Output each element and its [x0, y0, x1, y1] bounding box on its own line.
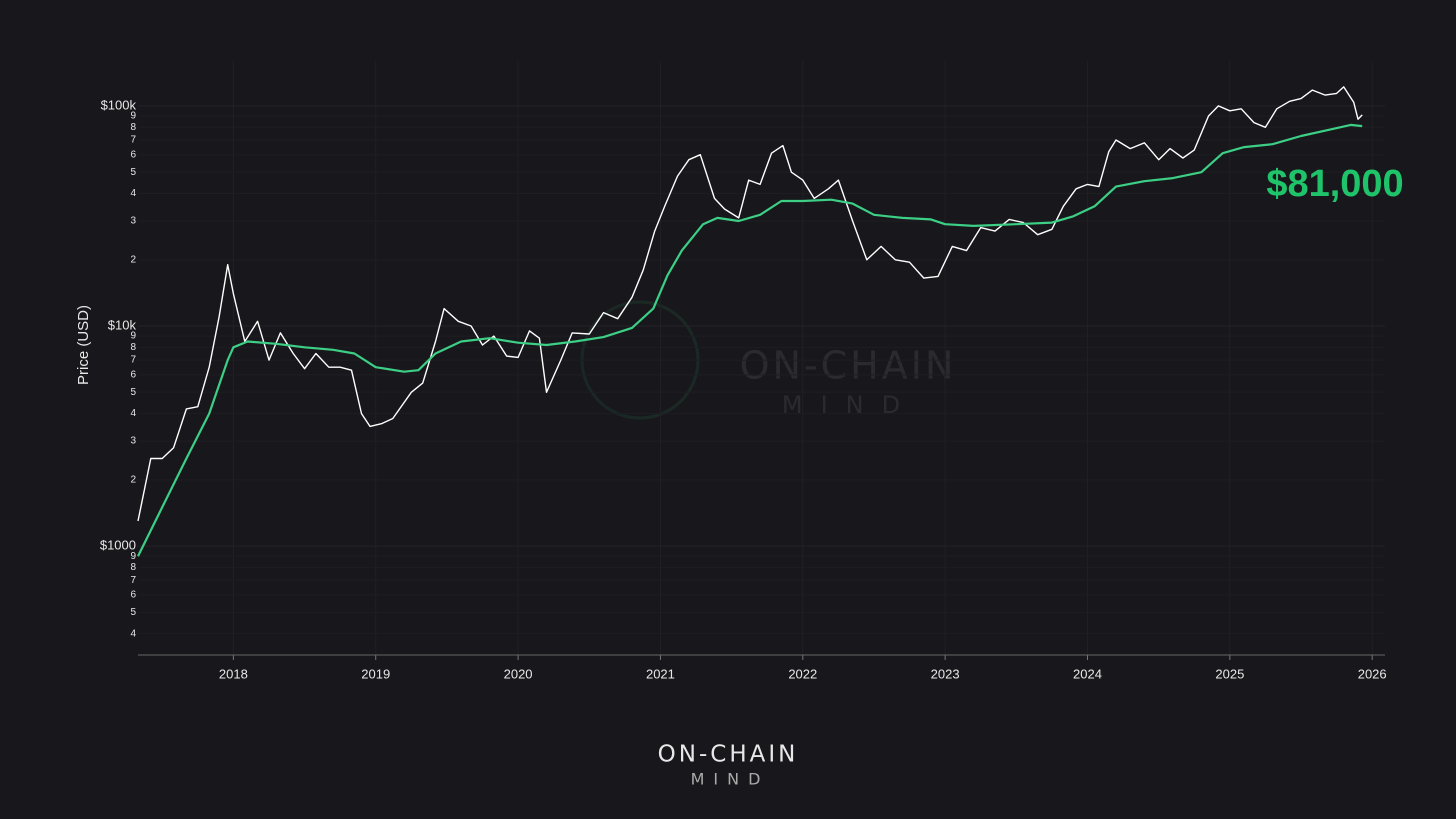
y-tick-label: 4 [130, 408, 136, 419]
y-tick-label: 2 [130, 474, 136, 485]
x-tick-label: 2019 [361, 666, 390, 681]
y-tick-label: 6 [130, 149, 136, 160]
y-tick-label: $100k [101, 97, 137, 112]
brand-tagline: MIND [691, 770, 770, 789]
series-line [137, 86, 1363, 522]
y-tick-label: 7 [130, 135, 136, 146]
x-tick-label: 2025 [1215, 666, 1244, 681]
y-tick-label: 5 [130, 607, 136, 618]
y-tick-label: 5 [130, 167, 136, 178]
watermark: ON-CHAIN MIND [580, 300, 957, 420]
y-tick-label: 3 [130, 216, 136, 227]
y-tick-label: $1000 [100, 538, 136, 553]
y-tick-label: 6 [130, 369, 136, 380]
y-tick-label: 9 [130, 111, 136, 122]
y-axis-label: Price (USD) [75, 305, 92, 385]
x-tick-label: 2023 [931, 666, 960, 681]
x-tick-label: 2024 [1073, 666, 1102, 681]
x-tick-label: 2026 [1358, 666, 1387, 681]
y-tick-label: 6 [130, 590, 136, 601]
y-tick-label: 8 [130, 562, 136, 573]
watermark-name: ON-CHAIN [740, 344, 957, 388]
y-tick-label: 7 [130, 355, 136, 366]
y-tick-label: 4 [130, 188, 136, 199]
y-tick-label: 3 [130, 436, 136, 447]
y-tick-label: $10k [108, 317, 137, 332]
y-tick-label: 5 [130, 387, 136, 398]
y-tick-label: 9 [130, 551, 136, 562]
x-tick-label: 2018 [219, 666, 248, 681]
y-tick-label: 9 [130, 331, 136, 342]
y-tick-label: 4 [130, 628, 136, 639]
x-tick-label: 2020 [504, 666, 533, 681]
x-tick-label: 2022 [788, 666, 817, 681]
y-tick-label: 8 [130, 342, 136, 353]
y-tick-label: 8 [130, 122, 136, 133]
annotation: $81,000 [1266, 163, 1403, 205]
series-line [137, 123, 1363, 557]
watermark-tagline: MIND [782, 391, 918, 419]
x-tick-label: 2021 [646, 666, 675, 681]
y-tick-label: 7 [130, 575, 136, 586]
brand-name: ON-CHAIN [658, 742, 799, 768]
y-tick-label: 2 [130, 254, 136, 265]
